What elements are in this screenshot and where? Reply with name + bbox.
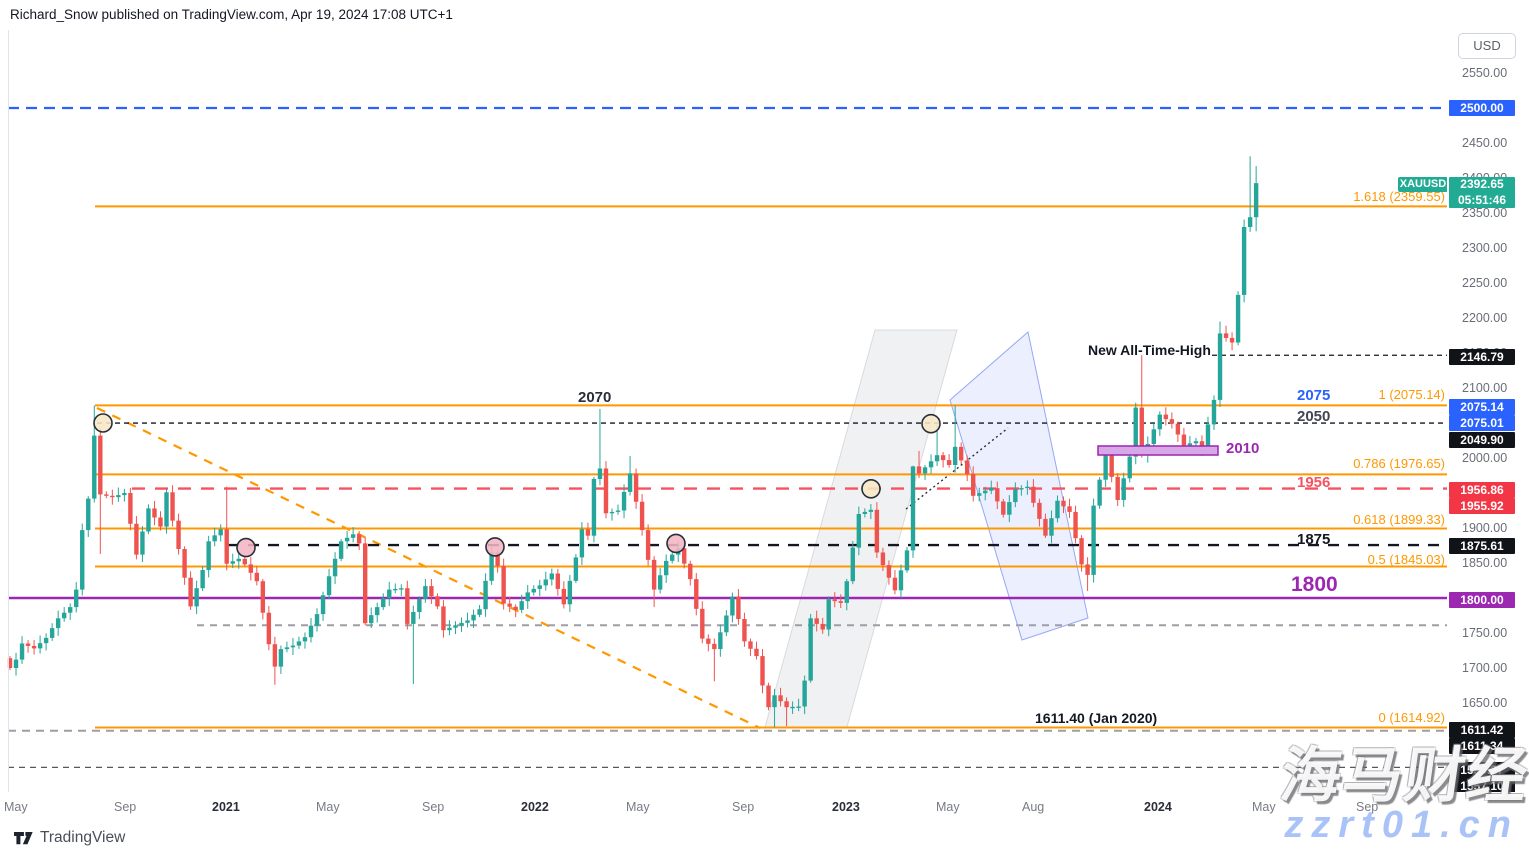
axis-tick: 2100.00 — [1462, 381, 1508, 395]
axis-tick: 1900.00 — [1462, 521, 1508, 535]
axis-tick: 1850.00 — [1462, 556, 1508, 570]
time-label-month: Sep — [1356, 800, 1379, 814]
time-label-month: May — [626, 800, 650, 814]
bar-countdown: 05:51:46 — [1457, 192, 1507, 207]
axis-tick: 2000.00 — [1462, 451, 1508, 465]
time-axis[interactable]: May Sep 2021 May Sep 2022 May Sep 2023 May Aug 2024… — [0, 792, 1529, 820]
symbol-chip: XAUUSD — [1398, 177, 1448, 192]
time-label-year: 2023 — [832, 800, 860, 814]
header-bar: Richard_Snow published on TradingView.co… — [0, 0, 1529, 30]
axis-tick: 2200.00 — [1462, 311, 1508, 325]
time-label-year: 2024 — [1144, 800, 1172, 814]
time-label-month: May — [1252, 800, 1276, 814]
time-label-month: May — [316, 800, 340, 814]
axis-tick: 1700.00 — [1462, 661, 1508, 675]
currency-button[interactable]: USD — [1458, 33, 1516, 59]
price-badge: 2392.65 05:51:46 — [1449, 177, 1515, 208]
price-axis[interactable]: USD 2550.002500.002450.002400.002350.002… — [1447, 30, 1529, 794]
price-level-badge: 1611.34 — [1449, 738, 1515, 754]
axis-tick: 2450.00 — [1462, 136, 1508, 150]
tradingview-logo[interactable]: TradingView — [14, 829, 125, 847]
footer-bar: TradingView — [0, 820, 1529, 857]
price-level-badge: 2075.01 — [1449, 415, 1515, 431]
swing-marker-circle — [485, 537, 505, 557]
swing-marker-circle — [93, 413, 113, 433]
swing-marker-circle — [921, 413, 941, 434]
swing-marker-circle — [236, 537, 256, 558]
price-level-badge: 2500.00 — [1449, 100, 1515, 116]
price-level-badge: 1611.42 — [1449, 722, 1515, 738]
last-price: 2392.65 — [1460, 177, 1504, 191]
candles — [7, 156, 1259, 728]
price-level-badge: 1875.61 — [1449, 538, 1515, 554]
axis-tick: 1650.00 — [1462, 696, 1508, 710]
axis-tick: 2350.00 — [1462, 206, 1508, 220]
price-level-badge: 1956.86 — [1449, 482, 1515, 498]
time-label-year: 2022 — [521, 800, 549, 814]
axis-tick: 2550.00 — [1462, 66, 1508, 80]
price-level-badge: 2146.79 — [1449, 349, 1515, 365]
tradingview-logo-icon — [14, 831, 33, 844]
attribution-text: Richard_Snow published on TradingView.co… — [10, 7, 453, 22]
time-label-month: Sep — [732, 800, 755, 814]
time-label-year: 2021 — [212, 800, 240, 814]
blue-channel — [949, 331, 1089, 641]
time-label-month: Sep — [422, 800, 445, 814]
price-level-badge: 2075.14 — [1449, 399, 1515, 415]
price-level-badge: 1800.00 — [1449, 592, 1515, 608]
plot-left-border — [8, 30, 9, 792]
time-label-month: May — [4, 800, 28, 814]
price-level-badge: 1559.27 — [1449, 762, 1515, 778]
zone-2010 — [1097, 445, 1219, 456]
axis-tick: 2300.00 — [1462, 241, 1508, 255]
price-level-badge: 2049.90 — [1449, 432, 1515, 448]
dotted-trendline — [905, 427, 1009, 510]
time-label-month: Aug — [1022, 800, 1045, 814]
time-label-month: May — [936, 800, 960, 814]
swing-marker-circle — [861, 478, 881, 499]
price-level-badge: 1955.92 — [1449, 498, 1515, 514]
swing-marker-circle — [666, 533, 686, 554]
downtrend-line — [96, 407, 761, 729]
tradingview-logo-text: TradingView — [40, 829, 126, 846]
price-level-badge: 1557.10 — [1449, 778, 1515, 794]
axis-tick: 2250.00 — [1462, 276, 1508, 290]
time-label-month: Sep — [114, 800, 137, 814]
axis-tick: 1750.00 — [1462, 626, 1508, 640]
